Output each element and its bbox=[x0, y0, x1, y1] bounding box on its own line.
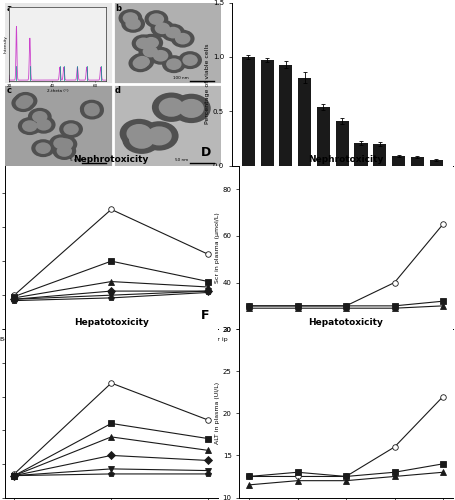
Circle shape bbox=[15, 98, 31, 109]
Circle shape bbox=[129, 130, 154, 149]
Circle shape bbox=[151, 20, 174, 38]
X-axis label: Days for ip/12h (d): Days for ip/12h (d) bbox=[317, 346, 375, 350]
Circle shape bbox=[179, 99, 204, 118]
Circle shape bbox=[32, 116, 56, 134]
Bar bbox=[5, 2, 113, 84]
Y-axis label: Percentage of viable cells: Percentage of viable cells bbox=[205, 44, 210, 124]
Circle shape bbox=[14, 92, 37, 110]
Circle shape bbox=[155, 22, 170, 34]
Circle shape bbox=[18, 95, 33, 106]
Circle shape bbox=[126, 18, 141, 30]
Bar bbox=[392, 156, 405, 166]
Circle shape bbox=[123, 12, 138, 24]
Title: Nephrotoxicity: Nephrotoxicity bbox=[74, 154, 149, 164]
Bar bbox=[5, 84, 113, 166]
Text: 5 nm: 5 nm bbox=[70, 158, 80, 162]
Circle shape bbox=[56, 145, 72, 157]
Circle shape bbox=[143, 37, 159, 48]
Circle shape bbox=[152, 92, 191, 122]
Circle shape bbox=[128, 54, 152, 72]
Bar bbox=[242, 57, 255, 166]
X-axis label: Concentrations of Se@SiO₂ (μg/mL): Concentrations of Se@SiO₂ (μg/mL) bbox=[287, 182, 398, 186]
Circle shape bbox=[131, 34, 156, 52]
Circle shape bbox=[175, 33, 191, 44]
Circle shape bbox=[153, 50, 168, 62]
Bar bbox=[411, 157, 424, 166]
Circle shape bbox=[132, 58, 148, 69]
Circle shape bbox=[149, 47, 172, 64]
Circle shape bbox=[147, 126, 172, 146]
Bar bbox=[113, 84, 221, 166]
Circle shape bbox=[130, 53, 154, 70]
Circle shape bbox=[11, 94, 35, 112]
Circle shape bbox=[135, 56, 150, 68]
Bar bbox=[354, 143, 368, 166]
Circle shape bbox=[35, 142, 51, 154]
Circle shape bbox=[31, 139, 55, 157]
Circle shape bbox=[80, 102, 104, 119]
Title: Hepatotoxicity: Hepatotoxicity bbox=[308, 318, 384, 327]
Circle shape bbox=[172, 94, 211, 123]
Circle shape bbox=[139, 34, 163, 52]
Bar bbox=[373, 144, 386, 166]
Circle shape bbox=[53, 138, 69, 149]
Circle shape bbox=[178, 51, 202, 69]
Circle shape bbox=[145, 10, 168, 28]
Text: 50 nm: 50 nm bbox=[175, 158, 188, 162]
Text: b: b bbox=[115, 4, 121, 13]
Circle shape bbox=[166, 58, 182, 70]
Circle shape bbox=[52, 142, 76, 160]
Circle shape bbox=[149, 14, 164, 25]
Bar bbox=[336, 121, 349, 166]
Circle shape bbox=[84, 103, 100, 115]
Text: a: a bbox=[7, 4, 12, 13]
Circle shape bbox=[121, 15, 145, 33]
Circle shape bbox=[140, 121, 179, 150]
Circle shape bbox=[22, 120, 37, 132]
Circle shape bbox=[32, 111, 47, 122]
Circle shape bbox=[122, 124, 161, 154]
Bar bbox=[298, 78, 311, 166]
Y-axis label: Scr in plasma (μmol/L): Scr in plasma (μmol/L) bbox=[215, 212, 220, 283]
Circle shape bbox=[171, 30, 195, 48]
Text: d: d bbox=[115, 86, 121, 95]
Y-axis label: ALT in plasma (UI/L): ALT in plasma (UI/L) bbox=[215, 382, 220, 444]
Text: 100 nm: 100 nm bbox=[172, 76, 188, 80]
Circle shape bbox=[138, 42, 162, 60]
Title: Hepatotoxicity: Hepatotoxicity bbox=[74, 318, 149, 327]
Bar bbox=[261, 60, 273, 166]
Circle shape bbox=[59, 120, 83, 138]
Circle shape bbox=[49, 134, 73, 152]
Circle shape bbox=[120, 119, 158, 148]
Circle shape bbox=[136, 38, 151, 49]
Circle shape bbox=[18, 117, 41, 135]
Circle shape bbox=[161, 24, 185, 42]
Text: c: c bbox=[7, 86, 12, 95]
Circle shape bbox=[159, 98, 184, 117]
Circle shape bbox=[162, 55, 186, 73]
Circle shape bbox=[54, 135, 77, 153]
Text: F: F bbox=[201, 310, 209, 322]
Circle shape bbox=[118, 9, 142, 27]
Circle shape bbox=[182, 54, 198, 66]
Circle shape bbox=[58, 138, 73, 150]
Bar bbox=[279, 64, 293, 166]
Bar bbox=[317, 107, 330, 166]
Bar bbox=[113, 2, 221, 84]
Circle shape bbox=[63, 124, 79, 135]
Circle shape bbox=[28, 108, 52, 126]
Title: Nephrotoxicity: Nephrotoxicity bbox=[308, 154, 384, 164]
Circle shape bbox=[142, 46, 158, 58]
Circle shape bbox=[165, 27, 181, 38]
Text: D: D bbox=[201, 146, 211, 160]
Circle shape bbox=[126, 124, 152, 143]
Circle shape bbox=[36, 119, 51, 130]
Bar bbox=[430, 160, 443, 166]
Circle shape bbox=[80, 100, 104, 117]
Circle shape bbox=[84, 104, 100, 117]
